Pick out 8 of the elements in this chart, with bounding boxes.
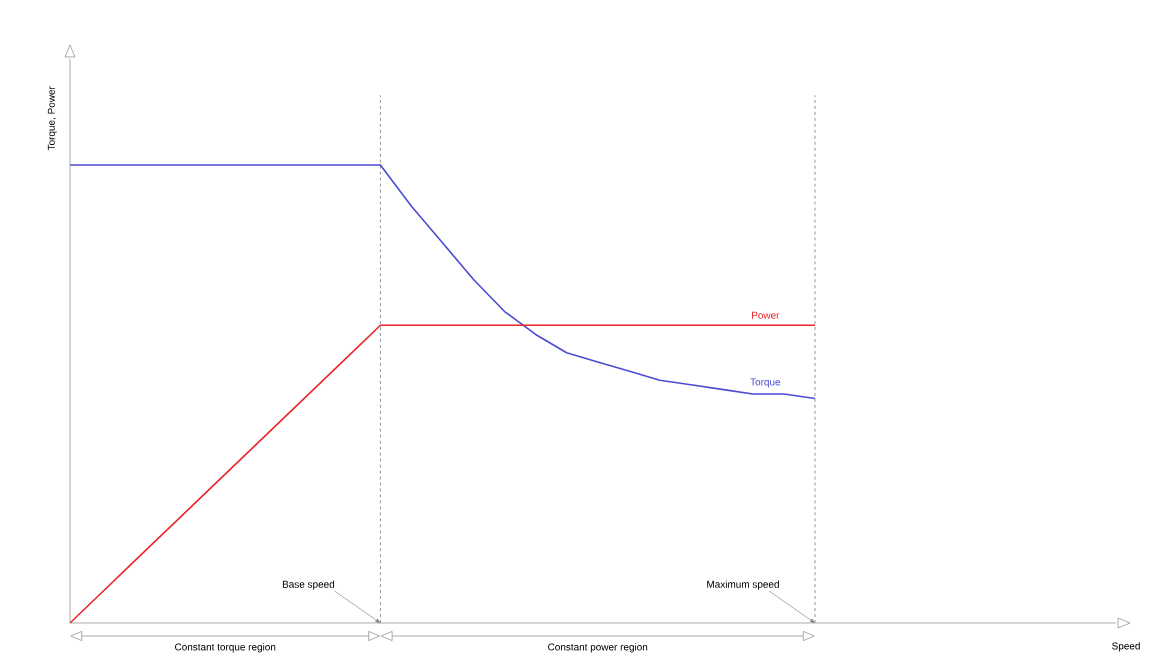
text: Constant power region [548, 643, 648, 653]
text: Speed [1112, 642, 1140, 652]
annotation: Base speed [282, 580, 335, 590]
series-label: Power [752, 311, 780, 319]
series-label: Torque [750, 378, 781, 388]
annotation: Maximum speed [707, 580, 779, 590]
text: Constant torque region [175, 643, 276, 653]
y-axis-title: Torque, Power [47, 86, 57, 151]
